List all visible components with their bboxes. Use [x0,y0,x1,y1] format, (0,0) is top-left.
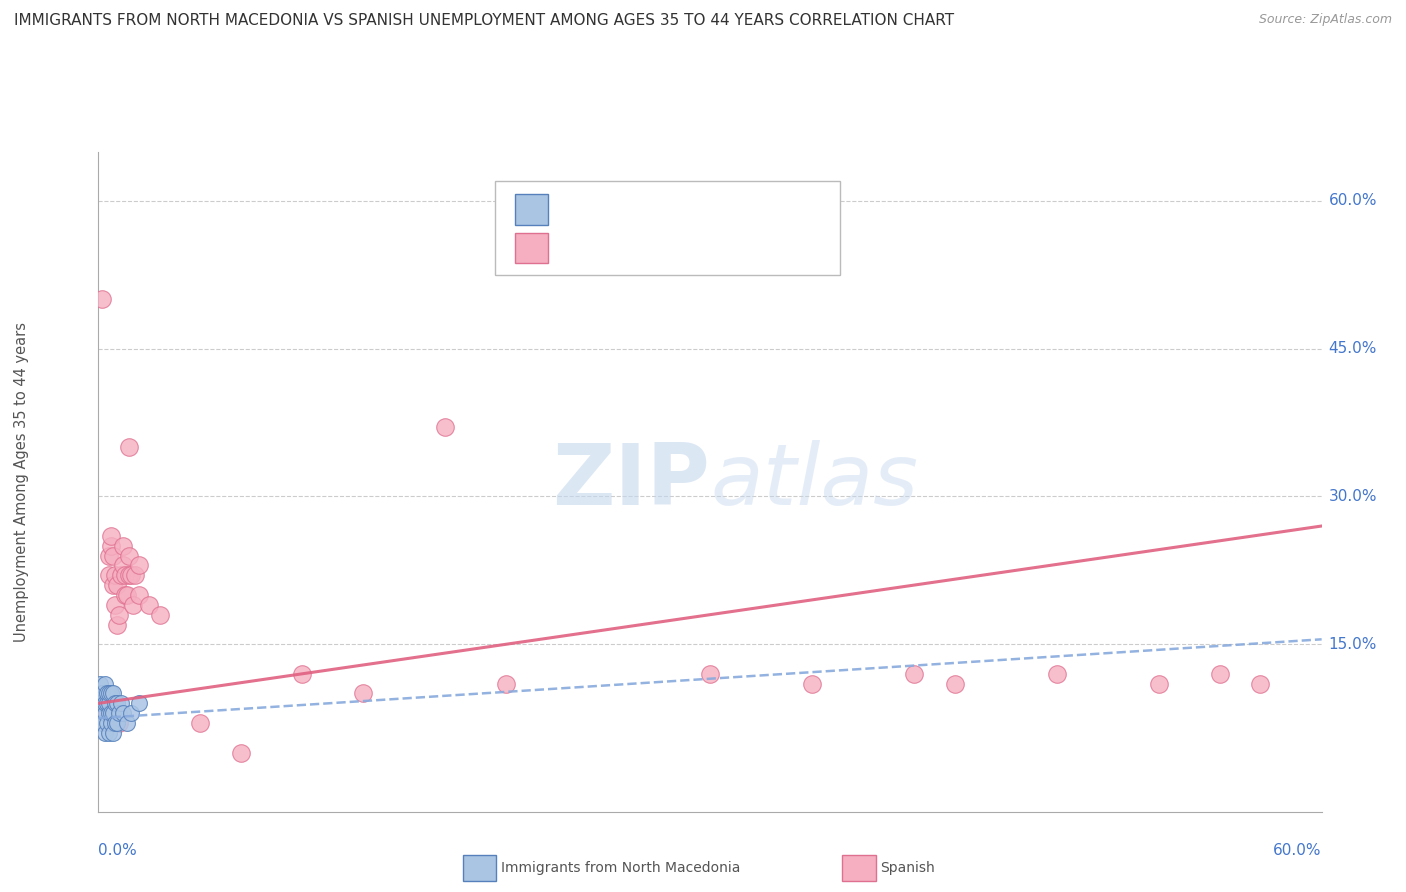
Point [111,539,134,553]
Point [108,716,131,731]
Point [96,697,118,711]
Point [100,716,122,731]
Point [97,706,120,721]
Point [128,588,150,602]
Point [149,607,172,622]
Text: 30.0%: 30.0% [1329,489,1376,504]
Point [101,706,124,721]
Point [120,568,142,582]
Point [1147,676,1170,690]
Point [91,293,114,307]
Point [291,666,314,681]
Text: Source: ZipAtlas.com: Source: ZipAtlas.com [1258,13,1392,27]
Point [115,716,138,731]
Text: 60.0%: 60.0% [1274,843,1322,858]
Text: ZIP: ZIP [553,440,710,524]
Point [101,686,124,700]
Point [104,697,127,711]
Point [93,676,115,690]
Point [188,716,212,731]
Point [495,676,517,690]
Text: 60.0%: 60.0% [1329,194,1376,209]
Text: Unemployment Among Ages 35 to 44 years: Unemployment Among Ages 35 to 44 years [14,322,28,641]
Point [128,697,150,711]
Point [115,588,138,602]
Point [105,716,128,731]
Point [903,666,925,681]
Point [120,706,142,721]
Point [118,568,141,582]
Point [111,558,134,573]
Point [118,549,141,563]
Point [96,706,118,721]
Point [104,716,127,731]
Point [111,706,134,721]
Point [801,676,824,690]
Point [124,568,146,582]
Point [108,706,131,721]
Point [91,697,114,711]
Point [108,607,131,622]
Point [100,539,122,553]
Point [110,697,132,711]
Point [104,598,127,612]
Point [105,578,128,592]
Point [114,588,136,602]
Point [100,686,122,700]
Text: Spanish: Spanish [880,861,935,875]
Point [97,726,120,740]
Point [91,686,114,700]
Point [91,716,114,731]
Point [93,726,115,740]
Point [434,420,457,434]
Point [93,706,115,721]
Point [96,686,118,700]
Text: 45.0%: 45.0% [1329,341,1376,356]
Point [352,686,374,700]
Point [128,558,150,573]
Point [105,617,128,632]
Point [97,568,120,582]
Point [101,549,124,563]
Point [138,598,160,612]
Point [97,686,120,700]
Point [114,568,136,582]
Text: R = 0.263   N = 44: R = 0.263 N = 44 [558,240,703,255]
Text: R = 0.081   N = 32: R = 0.081 N = 32 [558,202,703,217]
Point [100,529,122,543]
Point [1045,666,1069,681]
Point [97,549,120,563]
Point [101,578,124,592]
Point [110,568,132,582]
Point [118,440,141,454]
Text: atlas: atlas [710,440,918,524]
Point [101,726,124,740]
Text: 15.0%: 15.0% [1329,637,1376,652]
Point [943,676,966,690]
Point [100,706,122,721]
Text: Immigrants from North Macedonia: Immigrants from North Macedonia [501,861,740,875]
Point [89,676,111,690]
Point [93,697,115,711]
Point [105,697,128,711]
Text: IMMIGRANTS FROM NORTH MACEDONIA VS SPANISH UNEMPLOYMENT AMONG AGES 35 TO 44 YEAR: IMMIGRANTS FROM NORTH MACEDONIA VS SPANI… [14,13,955,29]
Point [1209,666,1232,681]
Point [122,598,145,612]
Text: 0.0%: 0.0% [98,843,138,858]
Point [699,666,721,681]
Point [231,746,253,760]
Point [104,568,127,582]
Point [89,697,111,711]
Point [97,697,120,711]
Point [1249,676,1271,690]
Point [96,716,118,731]
